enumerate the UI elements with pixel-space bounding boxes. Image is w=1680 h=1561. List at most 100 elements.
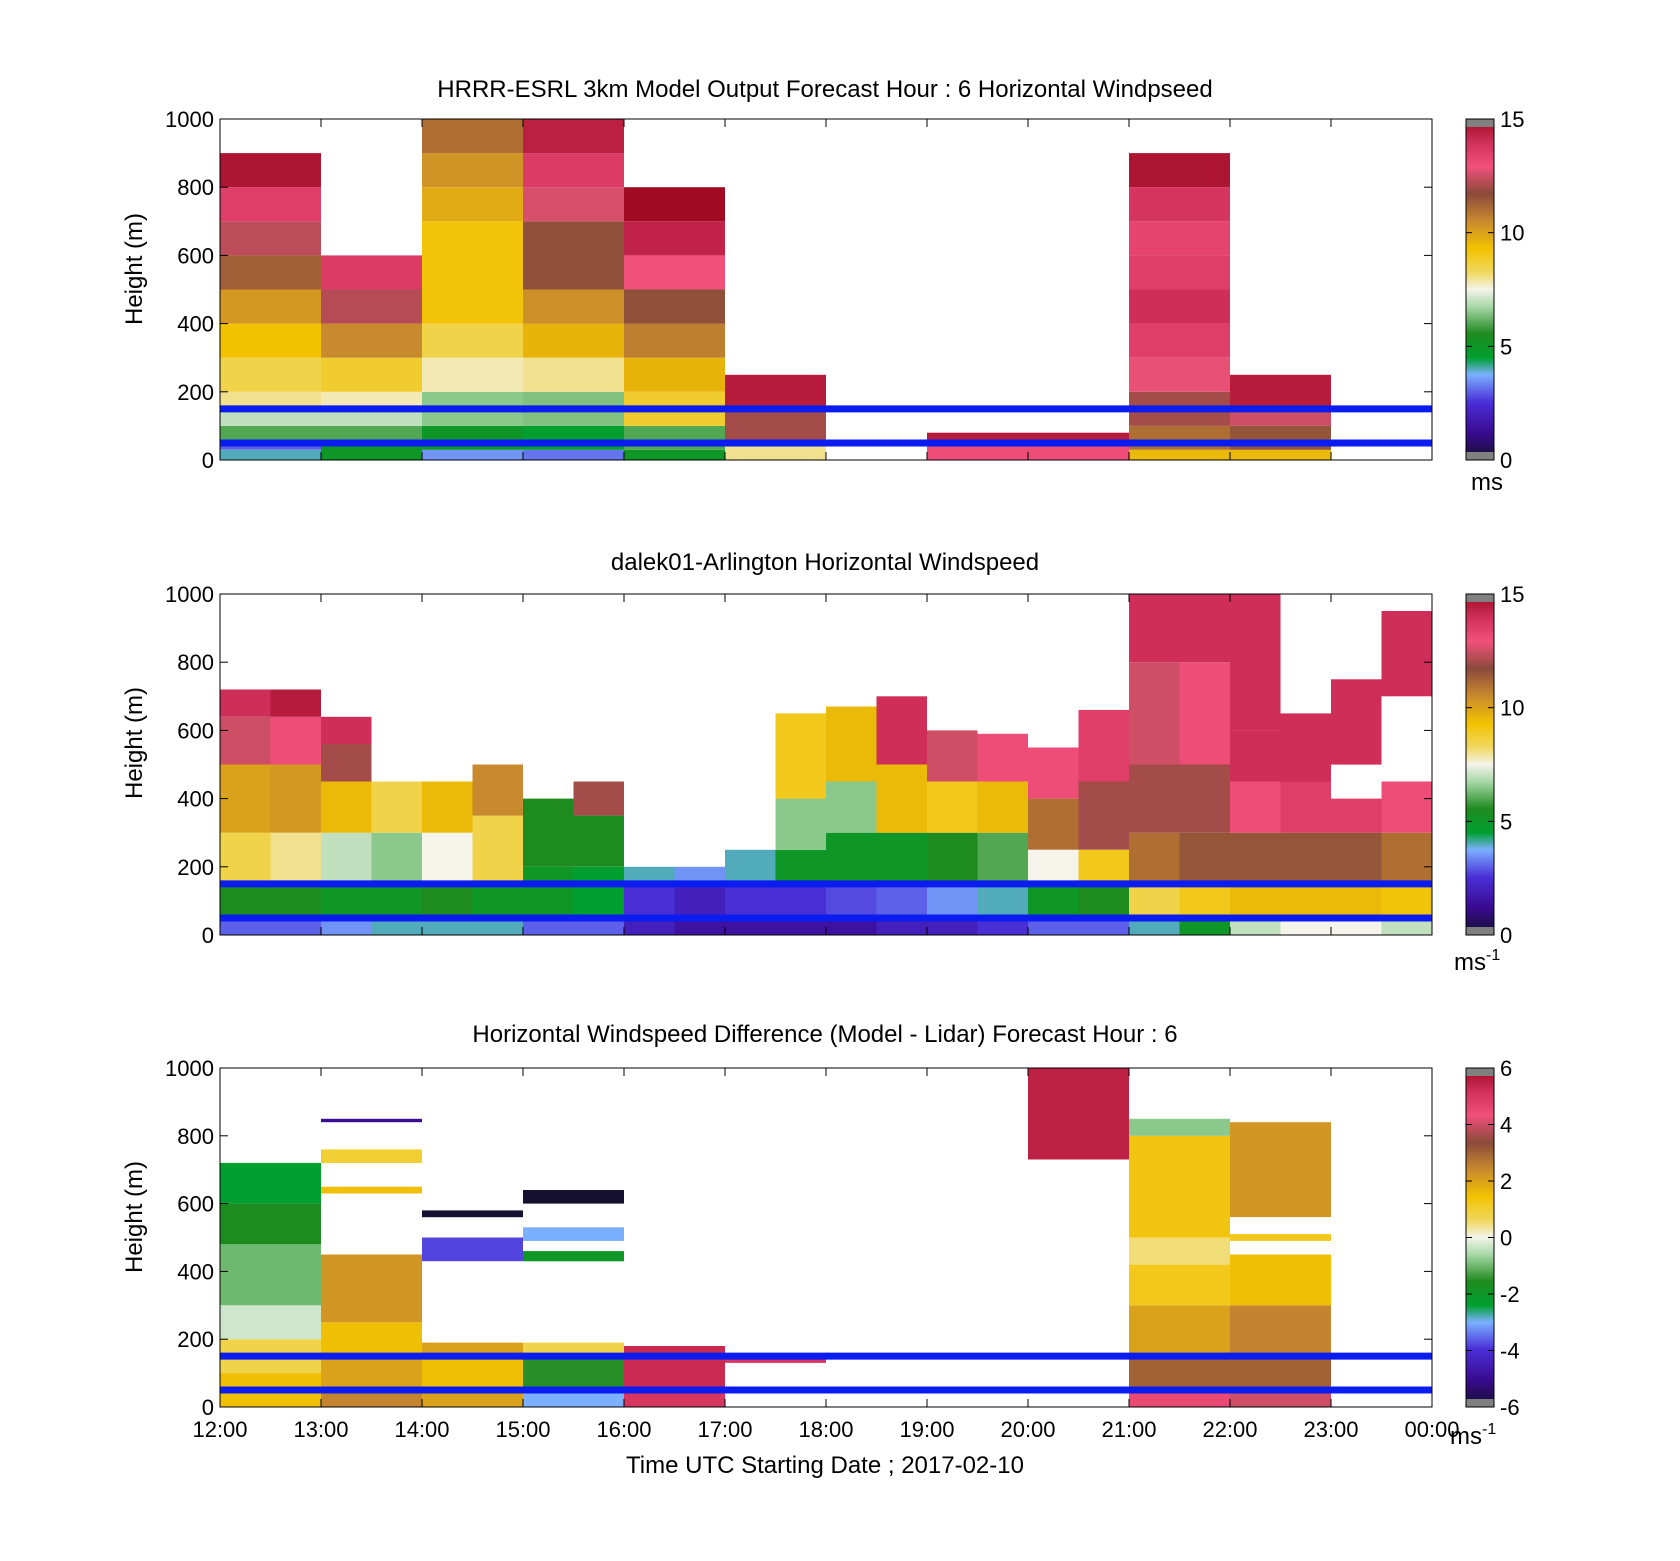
heat-cell — [422, 323, 523, 358]
heat-cell — [220, 153, 321, 188]
heat-cell — [1129, 1237, 1230, 1265]
x-tick-label: 16:00 — [596, 1417, 651, 1442]
heat-cell — [977, 733, 1028, 782]
heat-cell — [1129, 918, 1180, 935]
y-tick-label: 800 — [177, 175, 214, 200]
heat-cell — [220, 832, 271, 884]
heat-cell — [321, 391, 422, 409]
heat-cell — [1331, 798, 1382, 833]
heat-cell — [624, 918, 675, 935]
heat-cell — [270, 918, 321, 935]
colorbar-tick-label: -2 — [1500, 1282, 1520, 1307]
heat-cell — [321, 289, 422, 324]
heat-cell — [1381, 918, 1432, 935]
heat-cell — [220, 1244, 321, 1306]
heat-cell — [876, 696, 927, 765]
heat-cell — [321, 425, 422, 443]
heat-cell — [775, 918, 826, 935]
heat-cell — [1230, 449, 1331, 460]
chart-2-ylabel: Height (m) — [121, 687, 148, 799]
heat-cell — [573, 918, 624, 935]
heat-cell — [624, 866, 675, 884]
heat-cell — [1230, 1305, 1331, 1357]
x-tick-label: 00:00 — [1404, 1417, 1459, 1442]
heat-cell — [1028, 918, 1079, 935]
heat-cell — [1230, 408, 1331, 426]
x-tick-label: 13:00 — [293, 1417, 348, 1442]
heat-cell — [422, 1356, 523, 1391]
heat-cell — [573, 815, 624, 867]
heat-cell — [1129, 1135, 1230, 1238]
heat-cell — [624, 255, 725, 290]
chart-1-colorbar-unit: ms — [1471, 469, 1503, 496]
heat-cell — [321, 357, 422, 392]
heat-cell — [220, 883, 271, 918]
heat-cell — [927, 918, 978, 935]
heat-cell — [321, 255, 422, 290]
heat-cell — [321, 323, 422, 358]
heat-cell — [927, 781, 978, 833]
y-tick-label: 1000 — [165, 107, 214, 132]
heat-cell — [1230, 918, 1281, 935]
x-tick-label: 21:00 — [1101, 1417, 1156, 1442]
x-tick-label: 23:00 — [1303, 1417, 1358, 1442]
heat-cell — [1230, 781, 1281, 833]
y-tick-label: 200 — [177, 1327, 214, 1352]
heat-cell — [220, 1305, 321, 1340]
colorbar-tick-label: 10 — [1500, 696, 1524, 721]
heat-cell — [321, 1118, 422, 1123]
colorbar-tick-label: -4 — [1500, 1339, 1520, 1364]
heat-cell — [1129, 323, 1230, 358]
heat-cell — [523, 1356, 624, 1391]
heat-cell — [624, 883, 675, 918]
heat-cell — [1028, 883, 1079, 918]
heat-cell — [523, 1190, 624, 1204]
heat-cell — [1129, 883, 1180, 918]
heat-cell — [927, 883, 978, 918]
heat-cell — [472, 883, 523, 918]
heat-cell — [775, 883, 826, 918]
heat-cell — [1129, 289, 1230, 324]
y-tick-label: 800 — [177, 650, 214, 675]
heat-cell — [927, 432, 1028, 443]
x-tick-label: 18:00 — [798, 1417, 853, 1442]
heat-cell — [624, 187, 725, 222]
heat-cell — [220, 449, 321, 460]
heat-cell — [422, 883, 473, 918]
heat-cell — [270, 832, 321, 884]
heat-cell — [1129, 662, 1180, 765]
heat-cell — [1179, 832, 1230, 884]
heat-cell — [220, 289, 321, 324]
heat-cell — [725, 883, 776, 918]
heat-cell — [977, 918, 1028, 935]
heat-cell — [725, 1359, 826, 1363]
colorbar-tick-label: 0 — [1500, 923, 1512, 948]
heat-cell — [1230, 730, 1281, 782]
heat-cell — [422, 832, 473, 884]
heat-cell — [220, 255, 321, 290]
colorbar-tick-label: 5 — [1500, 809, 1512, 834]
heat-cell — [422, 119, 523, 154]
heat-cell — [1078, 709, 1129, 782]
colorbar-nodata-bottom — [1466, 927, 1494, 935]
heat-cell — [876, 883, 927, 918]
heat-cell — [1129, 357, 1230, 392]
heat-cell — [220, 357, 321, 392]
heat-cell — [270, 764, 321, 833]
heat-cell — [220, 391, 321, 409]
heat-cell — [624, 1390, 725, 1407]
heat-cell — [523, 1251, 624, 1262]
heat-cell — [1028, 849, 1079, 884]
heat-cell — [321, 1390, 422, 1407]
heat-cell — [826, 781, 877, 833]
heat-cell — [1078, 883, 1129, 918]
colorbar-tick-label: 0 — [1500, 448, 1512, 473]
heat-cell — [624, 357, 725, 392]
heat-cell — [624, 221, 725, 256]
heat-cell — [1028, 747, 1079, 799]
heat-cell — [472, 918, 523, 935]
heat-cell — [523, 221, 624, 290]
heat-cell — [876, 832, 927, 884]
chart-1-title: HRRR-ESRL 3km Model Output Forecast Hour… — [437, 76, 1212, 103]
chart-1-ylabel: Height (m) — [121, 213, 148, 325]
